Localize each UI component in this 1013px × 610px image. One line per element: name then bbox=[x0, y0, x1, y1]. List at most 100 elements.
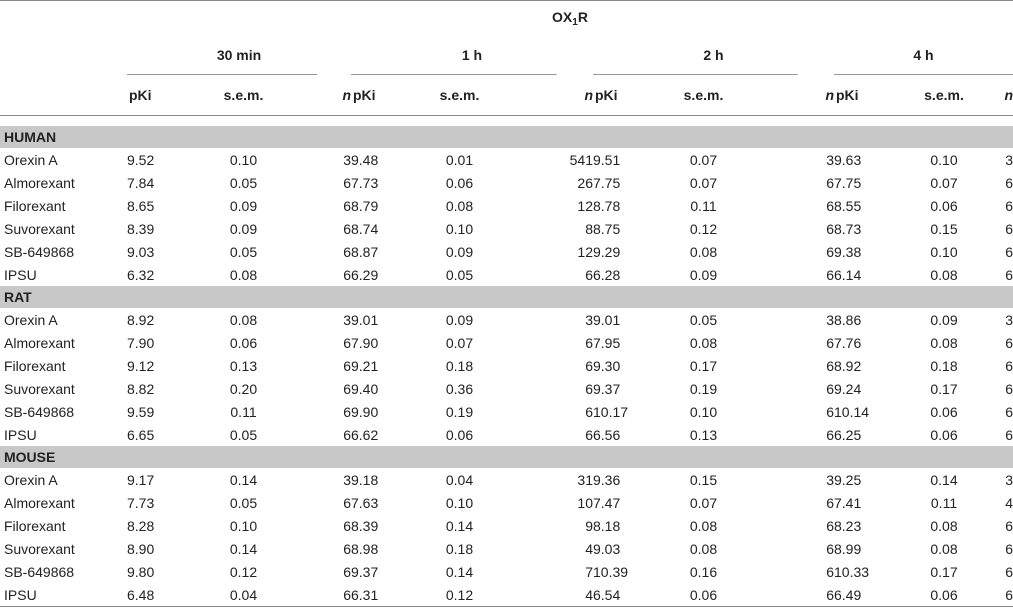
sem-value: 0.14 bbox=[445, 517, 474, 534]
time-point-header: 2 h bbox=[593, 35, 834, 75]
compound-name: Suvorexant bbox=[4, 380, 75, 397]
pki-value: 6.14 bbox=[834, 266, 862, 283]
compound-name: Orexin A bbox=[4, 471, 58, 488]
sem-value: 0.20 bbox=[229, 380, 258, 397]
pki-value: 9.90 bbox=[351, 403, 379, 420]
sem-value: 0.07 bbox=[689, 494, 718, 511]
sem-value: 0.06 bbox=[445, 174, 474, 191]
n-value: 6 bbox=[826, 426, 834, 443]
compound-name: IPSU bbox=[4, 266, 37, 283]
n-value: 6 bbox=[1005, 563, 1013, 580]
section-header: HUMAN bbox=[0, 126, 1013, 148]
sem-value: 0.10 bbox=[930, 151, 958, 168]
n-value: 26 bbox=[577, 174, 593, 191]
n-value: 6 bbox=[826, 494, 834, 511]
sem-value: 0.10 bbox=[445, 220, 474, 237]
pki-value: 9.03 bbox=[127, 243, 155, 260]
sem-value: 0.19 bbox=[689, 380, 718, 397]
table-row: Filorexant 9.12 0.13 6 9.21 0.18 6 9.30 0.17 6 8.9… bbox=[0, 354, 1013, 377]
n-value: 6 bbox=[826, 540, 834, 557]
sem-value: 0.08 bbox=[229, 311, 258, 328]
pki-value: 9.52 bbox=[127, 151, 155, 168]
pki-value: 9.29 bbox=[593, 243, 621, 260]
sem-value: 0.10 bbox=[445, 494, 474, 511]
sem-value: 0.18 bbox=[445, 357, 474, 374]
compound-name: SB-649868 bbox=[4, 403, 75, 420]
n-value: 541 bbox=[569, 151, 593, 168]
pki-value: 9.37 bbox=[351, 563, 379, 580]
n-header: n bbox=[510, 75, 593, 116]
n-value: 6 bbox=[343, 540, 351, 557]
sem-value: 0.08 bbox=[689, 243, 718, 260]
n-value: 6 bbox=[343, 197, 351, 214]
pki-header: pKi bbox=[593, 75, 653, 116]
n-value: 6 bbox=[343, 403, 351, 420]
sem-value: 0.11 bbox=[930, 494, 958, 511]
pki-value: 7.63 bbox=[351, 494, 379, 511]
n-value: 3 bbox=[826, 311, 834, 328]
n-value: 6 bbox=[826, 243, 834, 260]
section-header: RAT bbox=[0, 286, 1013, 308]
n-value: 12 bbox=[577, 197, 593, 214]
pki-value: 6.49 bbox=[834, 583, 894, 607]
n-value: 3 bbox=[826, 151, 834, 168]
sem-value: 0.04 bbox=[193, 583, 294, 607]
n-value: 6 bbox=[585, 380, 593, 397]
compound-name: Almorexant bbox=[4, 494, 75, 511]
pki-value: 9.59 bbox=[127, 403, 155, 420]
sem-value: 0.08 bbox=[445, 197, 474, 214]
compound-name: Orexin A bbox=[4, 311, 58, 328]
sem-value: 0.09 bbox=[445, 243, 474, 260]
compound-name: SB-649868 bbox=[4, 243, 75, 260]
sem-value: 0.07 bbox=[445, 334, 474, 351]
sem-value: 0.36 bbox=[445, 380, 474, 397]
pki-value: 6.32 bbox=[127, 266, 155, 283]
top-rule bbox=[0, 0, 1013, 1]
n-value: 6 bbox=[1005, 220, 1013, 237]
sem-value: 0.04 bbox=[445, 471, 474, 488]
n-value: 12 bbox=[577, 243, 593, 260]
sem-value: 0.08 bbox=[930, 334, 958, 351]
sem-value: 0.09 bbox=[229, 197, 258, 214]
pki-value: 7.75 bbox=[834, 174, 862, 191]
n-value: 6 bbox=[826, 266, 834, 283]
table-row: Almorexant 7.84 0.05 6 7.73 0.06 26 7.75 0.07 6 7.… bbox=[0, 171, 1013, 194]
sem-value: 0.11 bbox=[230, 403, 257, 420]
compound-name: SB-649868 bbox=[4, 563, 75, 580]
pki-value: 7.90 bbox=[127, 334, 155, 351]
sem-value: 0.14 bbox=[930, 471, 958, 488]
compound-name: Orexin A bbox=[4, 151, 58, 168]
pki-value: 9.03 bbox=[593, 540, 621, 557]
sem-value: 0.01 bbox=[445, 151, 474, 168]
pki-value: 9.51 bbox=[593, 151, 621, 168]
pki-value: 9.63 bbox=[834, 151, 862, 168]
table-row: SB-649868 9.80 0.12 6 9.37 0.14 7 10.39 0.16 6 10.… bbox=[0, 560, 1013, 583]
n-value: 4 bbox=[510, 583, 593, 607]
sem-value: 0.18 bbox=[445, 540, 474, 557]
sem-value: 0.16 bbox=[689, 563, 718, 580]
pki-value: 9.01 bbox=[351, 311, 379, 328]
pki-value: 7.41 bbox=[834, 494, 862, 511]
sem-value: 0.12 bbox=[689, 220, 718, 237]
n-value: 6 bbox=[1005, 403, 1013, 420]
header-spacer bbox=[0, 1, 127, 35]
sem-value: 0.08 bbox=[229, 266, 258, 283]
n-value: 3 bbox=[826, 471, 834, 488]
pki-value: 8.82 bbox=[127, 380, 155, 397]
table-row: Suvorexant 8.90 0.14 6 8.98 0.18 4 9.03 0.08 6 8.9… bbox=[0, 537, 1013, 560]
sem-value: 0.07 bbox=[689, 174, 718, 191]
table-row: Orexin A 9.17 0.14 3 9.18 0.04 31 9.36 0.15 3 9.25… bbox=[0, 468, 1013, 491]
sem-value: 0.06 bbox=[445, 426, 474, 443]
pki-value: 8.87 bbox=[351, 243, 379, 260]
n-value: 9 bbox=[585, 517, 593, 534]
table-row: Orexin A 8.92 0.08 3 9.01 0.09 3 9.01 0.05 3 8.86 0… bbox=[0, 308, 1013, 331]
n-value: 6 bbox=[585, 266, 593, 283]
n-value: 6 bbox=[994, 583, 1013, 607]
pki-value: 10.39 bbox=[593, 563, 629, 580]
table-row: Suvorexant 8.82 0.20 6 9.40 0.36 6 9.37 0.19 6 9.2… bbox=[0, 377, 1013, 400]
sem-header: s.e.m. bbox=[409, 75, 510, 116]
pki-value: 8.75 bbox=[593, 220, 621, 237]
n-value: 3 bbox=[343, 471, 351, 488]
n-value: 6 bbox=[826, 174, 834, 191]
n-value: 3 bbox=[343, 151, 351, 168]
